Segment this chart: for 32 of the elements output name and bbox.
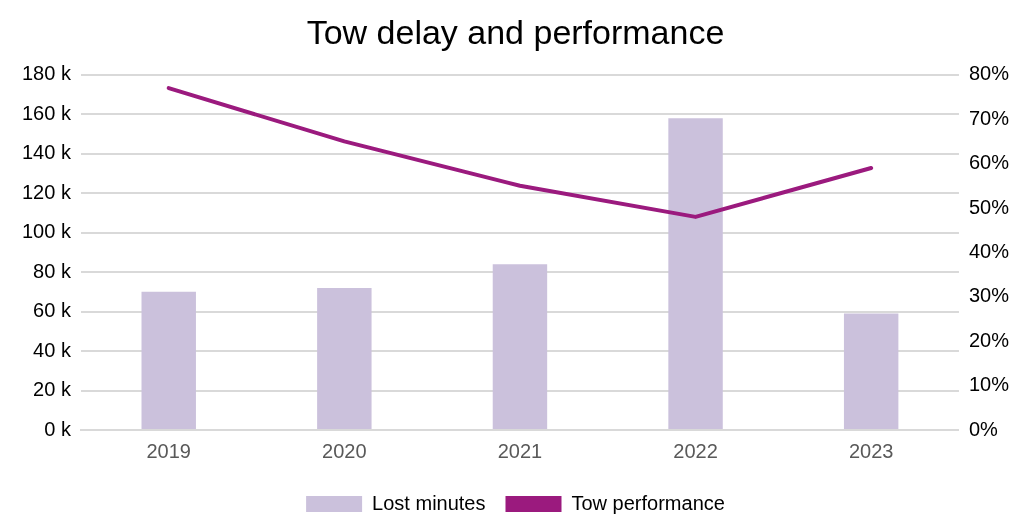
- y2-tick-label: 80%: [968, 62, 1010, 85]
- y2-tick-label: 0%: [968, 417, 999, 440]
- y-tick-label: 80 k: [33, 259, 72, 282]
- y-tick-label: 140 k: [21, 141, 72, 164]
- y2-tick-label: 50%: [968, 195, 1010, 218]
- y2-tick-label: 20%: [968, 328, 1010, 351]
- y-tick-label: 40 k: [33, 338, 72, 361]
- bar: [492, 264, 548, 429]
- y-tick-label: 20 k: [33, 378, 72, 401]
- y-tick-label: 100 k: [21, 220, 72, 243]
- x-tick-label: 2019: [146, 439, 191, 462]
- x-tick-label: 2023: [848, 439, 894, 462]
- y-tick-label: 180 k: [21, 62, 72, 85]
- bar: [317, 287, 372, 429]
- bar: [141, 291, 196, 429]
- y-tick-label: 160 k: [21, 101, 72, 124]
- bar: [668, 118, 723, 429]
- y-tick-label: 120 k: [21, 180, 72, 203]
- bar: [843, 313, 899, 429]
- y2-tick-label: 60%: [968, 151, 1010, 174]
- y2-tick-label: 40%: [968, 239, 1010, 262]
- x-tick-label: 2021: [497, 439, 543, 462]
- legend-label: Tow performance: [571, 491, 725, 514]
- x-tick-label: 2022: [673, 439, 718, 462]
- x-tick-label: 2020: [322, 439, 367, 462]
- y2-tick-label: 10%: [968, 373, 1010, 396]
- y-tick-label: 0 k: [44, 417, 72, 440]
- legend-label: Lost minutes: [372, 491, 486, 514]
- chart-title: Tow delay and performance: [306, 12, 725, 51]
- y2-tick-label: 30%: [968, 284, 1010, 307]
- y2-tick-label: 70%: [968, 106, 1010, 129]
- y-tick-label: 60 k: [33, 299, 72, 322]
